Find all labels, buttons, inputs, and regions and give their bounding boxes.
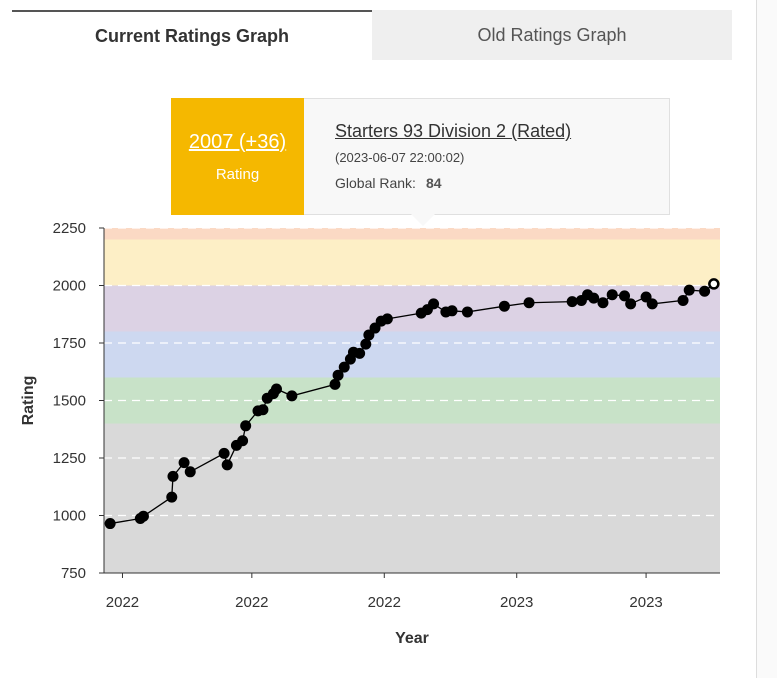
rating-point [286, 390, 298, 402]
tooltip-rating-panel: 2007 (+36) Rating [171, 98, 304, 215]
rating-point [237, 435, 249, 447]
rating-point [566, 296, 578, 308]
tooltip-rank-value: 84 [425, 175, 442, 191]
rating-point [446, 305, 458, 317]
tooltip-rank-label: Global Rank: [335, 175, 416, 191]
tooltip-contest-link[interactable]: Starters 93 Division 2 (Rated) [335, 121, 572, 141]
rating-point [699, 285, 711, 297]
x-tick-label-1: 2022 [235, 594, 268, 611]
rating-point [461, 306, 473, 318]
rating-tooltip: 2007 (+36) Rating Starters 93 Division 2… [171, 98, 670, 226]
y-tick-label-6: 2250 [53, 220, 86, 237]
tooltip-rating-label: Rating [215, 165, 260, 183]
rating-point [329, 378, 341, 390]
tooltip-rating-value[interactable]: 2007 (+36) [188, 130, 287, 153]
rating-point [257, 404, 269, 416]
rating-point [332, 369, 344, 381]
y-axis-title: Rating [20, 376, 37, 426]
rating-point [619, 290, 631, 302]
tooltip-rank: Global Rank: 84 [335, 175, 571, 191]
y-tick-label-3: 1500 [53, 393, 86, 410]
rating-point [184, 466, 196, 478]
rating-point [167, 470, 179, 482]
rating-band-2 [104, 331, 720, 378]
rating-point [677, 294, 689, 306]
y-tick-label-2: 1250 [53, 450, 86, 467]
rating-point [588, 292, 600, 304]
rating-point [625, 298, 637, 310]
rating-point [240, 420, 252, 432]
x-tick-label-3: 2023 [500, 594, 533, 611]
rating-point [597, 297, 609, 309]
rating-point [360, 338, 372, 350]
rating-point [166, 491, 178, 503]
x-tick-label-0: 2022 [106, 594, 139, 611]
rating-point [369, 322, 381, 334]
rating-point [354, 347, 366, 359]
y-tick-label-1: 1000 [53, 508, 86, 525]
rating-point [683, 284, 695, 296]
scrollbar-track[interactable] [757, 0, 777, 678]
rating-point [338, 361, 350, 373]
rating-point [640, 291, 652, 303]
rating-point [646, 298, 658, 310]
rating-point [221, 459, 233, 471]
rating-point [270, 383, 282, 395]
rating-point [428, 298, 440, 310]
y-tick-label-5: 2000 [53, 278, 86, 295]
scroll-divider [756, 0, 757, 678]
rating-point [606, 289, 618, 301]
rating-point [137, 510, 149, 522]
rating-point [178, 457, 190, 469]
tooltip-date: (2023-06-07 22:00:02) [335, 150, 465, 165]
graph-tabs: Current Ratings Graph Old Ratings Graph [12, 10, 732, 60]
rating-point-selected [708, 278, 720, 290]
tooltip-arrow [411, 214, 435, 226]
rating-point [498, 300, 510, 312]
rating-point [218, 447, 230, 459]
x-tick-label-2: 2022 [368, 594, 401, 611]
y-tick-label-0: 750 [61, 565, 86, 582]
tab-current-ratings[interactable]: Current Ratings Graph [12, 10, 372, 60]
rating-point [363, 329, 375, 341]
rating-band-0 [104, 423, 720, 573]
y-tick-label-4: 1750 [53, 335, 86, 352]
rating-point [104, 518, 116, 530]
tab-old-ratings[interactable]: Old Ratings Graph [372, 10, 732, 60]
rating-band-4 [104, 239, 720, 286]
tooltip-details: Starters 93 Division 2 (Rated) (2023-06-… [335, 121, 571, 191]
x-tick-label-4: 2023 [629, 594, 662, 611]
x-axis-title: Year [395, 630, 429, 647]
rating-band-5 [104, 228, 720, 240]
rating-point [381, 313, 393, 325]
rating-point [523, 297, 535, 309]
